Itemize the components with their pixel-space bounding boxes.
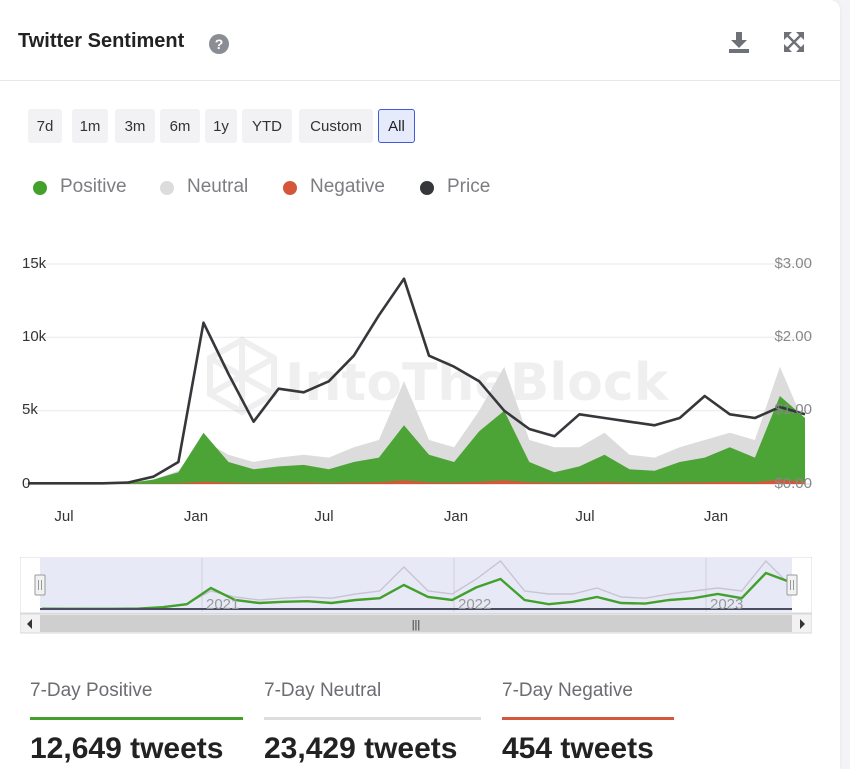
navigator-handle-right[interactable] [786, 574, 798, 596]
navigator-scrollbar-thumb[interactable] [40, 615, 792, 632]
range-3m-button[interactable]: 3m [115, 109, 155, 143]
stat-label: 7-Day Neutral [264, 680, 382, 701]
range-6m-button[interactable]: 6m [160, 109, 200, 143]
card-header: Twitter Sentiment ? [0, 0, 840, 81]
x-tick-label: Jul [575, 508, 594, 525]
legend-dot-negative [283, 181, 297, 195]
y-left-tick-label: 5k [22, 401, 38, 418]
y-left-tick-label: 0 [22, 475, 30, 492]
stat-underline-neutral [264, 717, 481, 720]
y-right-tick-label: $1.00 [774, 401, 812, 418]
sentiment-chart[interactable]: IntoTheBlock 0 5k 10k 15k $0.00 $1.00 $2… [0, 240, 840, 530]
positive-area [28, 396, 805, 484]
legend-dot-positive [33, 181, 47, 195]
navigator-year-label: 2022 [458, 596, 491, 613]
legend-label-positive: Positive [60, 176, 127, 197]
range-1y-button[interactable]: 1y [205, 109, 237, 143]
card-title: Twitter Sentiment [18, 30, 185, 52]
y-right-tick-label: $0.00 [774, 475, 812, 492]
neutral-area [28, 366, 805, 484]
series-layer [28, 277, 806, 485]
legend-dot-price [420, 181, 434, 195]
range-1m-button[interactable]: 1m [72, 109, 108, 143]
x-tick-label: Jul [314, 508, 333, 525]
stat-label: 7-Day Negative [502, 680, 633, 701]
scroll-right-arrow-icon[interactable] [800, 619, 805, 629]
x-tick-label: Jan [444, 508, 468, 525]
watermark: IntoTheBlock [207, 336, 670, 416]
range-7d-button[interactable]: 7d [28, 109, 62, 143]
y-left-tick-label: 15k [22, 255, 47, 272]
stat-value: 23,429 tweets [264, 732, 458, 765]
y-axis-left: 0 5k 10k 15k [22, 255, 47, 492]
chart-navigator[interactable]: 2021 2022 2023 ||| [20, 557, 812, 637]
navigator-selection[interactable] [40, 558, 792, 612]
x-tick-label: Jan [704, 508, 728, 525]
expand-icon[interactable] [783, 31, 805, 53]
y-right-tick-label: $2.00 [774, 328, 812, 345]
stat-underline-positive [30, 717, 243, 720]
scrollbar-grip-icon: ||| [412, 619, 421, 631]
watermark-text: IntoTheBlock [285, 353, 670, 413]
navigator-handle-left[interactable] [34, 574, 46, 596]
y-left-tick-label: 10k [22, 328, 47, 345]
legend-label-neutral: Neutral [187, 176, 249, 197]
stat-value: 12,649 tweets [30, 732, 224, 765]
range-all-button[interactable]: All [378, 109, 415, 143]
legend-label-price: Price [447, 176, 491, 197]
legend-label-negative: Negative [310, 176, 385, 197]
negative-area [28, 479, 805, 484]
x-axis: Jul Jan Jul Jan Jul Jan [54, 508, 728, 525]
download-icon[interactable] [727, 30, 751, 54]
legend-dot-neutral [160, 181, 174, 195]
navigator-year-label: 2021 [206, 596, 239, 613]
stat-value: 454 tweets [502, 732, 654, 765]
stat-underline-negative [502, 717, 674, 720]
question-circle-icon[interactable]: ? [209, 34, 229, 54]
navigator-positive-line [41, 571, 791, 610]
x-tick-label: Jul [54, 508, 73, 525]
y-right-tick-label: $3.00 [774, 255, 812, 272]
range-custom-button[interactable]: Custom [299, 109, 373, 143]
scroll-left-arrow-icon[interactable] [27, 619, 32, 629]
price-line [28, 277, 806, 485]
y-axis-right: $0.00 $1.00 $2.00 $3.00 [774, 255, 812, 492]
x-tick-label: Jan [184, 508, 208, 525]
range-ytd-button[interactable]: YTD [242, 109, 292, 143]
navigator-year-label: 2023 [710, 596, 743, 613]
stat-label: 7-Day Positive [30, 680, 153, 701]
